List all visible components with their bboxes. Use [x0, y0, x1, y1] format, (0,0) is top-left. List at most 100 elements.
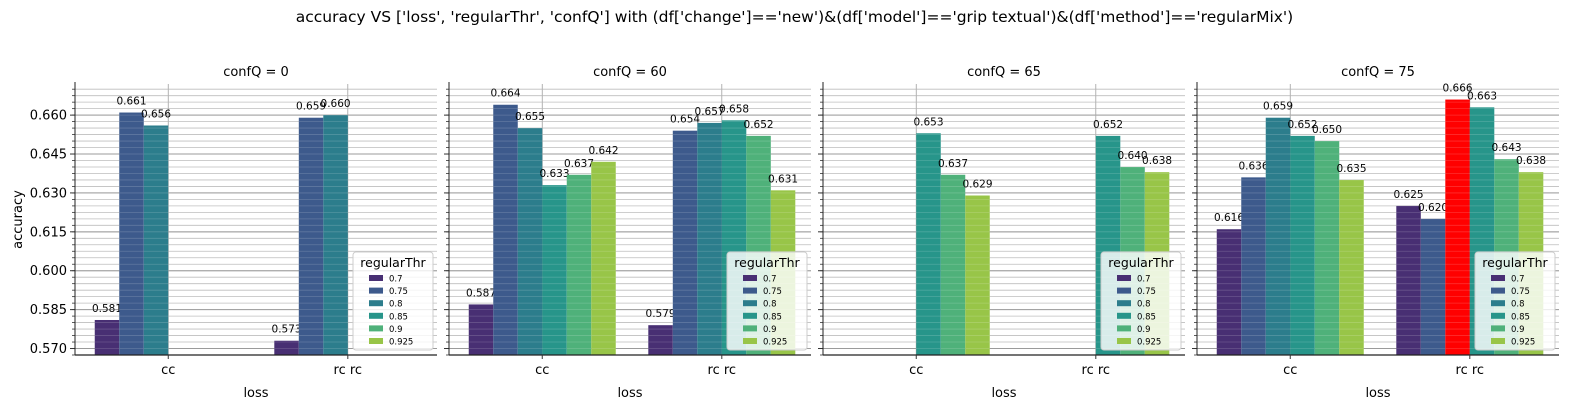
bar [672, 130, 698, 355]
x-tick-label: rc rc [1456, 363, 1485, 378]
legend-swatch [743, 275, 757, 281]
bar [1241, 177, 1266, 355]
x-tick-label: cc [1283, 363, 1297, 378]
legend-swatch [1491, 300, 1505, 307]
legend-label: 0.7 [763, 275, 777, 285]
bar-value-label: 0.661 [116, 96, 146, 108]
bar-value-label: 0.633 [539, 168, 569, 180]
bar [1339, 179, 1364, 355]
legend-swatch [369, 338, 383, 344]
x-axis-label: loss [617, 386, 642, 401]
legend-swatch [1117, 325, 1131, 332]
bar [274, 340, 299, 355]
y-tick-label: 0.630 [30, 186, 67, 201]
bar-value-label: 0.581 [92, 303, 122, 315]
bar [94, 319, 120, 355]
y-tick-label: 0.600 [30, 264, 67, 279]
legend-label: 0.8 [389, 300, 403, 310]
bar-value-label: 0.579 [646, 308, 676, 320]
bar-value-label: 0.654 [670, 114, 700, 126]
bar [940, 174, 966, 355]
legend-swatch [369, 300, 383, 307]
legend-swatch [1117, 275, 1131, 281]
legend-swatch [1117, 312, 1131, 319]
legend-label: 0.9 [389, 325, 403, 335]
x-tick-label: rc rc [334, 363, 363, 378]
bar [542, 185, 567, 355]
x-axis-label: loss [991, 386, 1016, 401]
legend-label: 0.75 [763, 287, 782, 297]
bar [119, 112, 144, 356]
bar-value-label: 0.650 [1312, 124, 1342, 136]
bar-value-label: 0.643 [1492, 142, 1522, 154]
legend-swatch [1117, 300, 1131, 307]
y-axis-label: accuracy [11, 190, 26, 249]
x-axis-label: loss [1365, 386, 1390, 401]
bar-value-label: 0.629 [962, 179, 992, 191]
legend-swatch [369, 312, 383, 319]
panel-title: confQ = 75 [1341, 65, 1415, 80]
panel-0: confQ = 0 0.570 0.585 0.600 0.615 0.630 0.645 0… [30, 65, 437, 401]
bar-value-label: 0.652 [744, 119, 774, 131]
legend-swatch [1117, 287, 1131, 294]
legend-label: 0.925 [763, 338, 787, 348]
legend-label: 0.7 [1137, 275, 1151, 285]
y-tick-label: 0.660 [30, 109, 67, 124]
bar-value-label: 0.657 [695, 106, 725, 118]
x-tick-label: rc rc [708, 363, 737, 378]
legend-swatch [743, 312, 757, 319]
bar [1420, 218, 1446, 355]
legend-title: regularThr [734, 255, 800, 270]
bar-value-label: 0.658 [719, 103, 749, 115]
y-tick-label: 0.570 [30, 342, 67, 357]
legend-label: 0.7 [389, 275, 403, 285]
bar-value-label: 0.652 [1093, 119, 1123, 131]
bar-value-label: 0.642 [588, 145, 618, 157]
bar [916, 133, 941, 355]
bar-value-label: 0.659 [296, 101, 326, 113]
legend-label: 0.9 [1511, 325, 1525, 335]
legend-title: regularThr [1482, 255, 1548, 270]
bar [468, 304, 494, 355]
legend-label: 0.75 [1511, 287, 1530, 297]
panel-3: confQ = 75 0.616 0.625 0.636 0.620 0.659 0.666… [1192, 65, 1559, 401]
legend-swatch [1117, 338, 1131, 344]
bar-value-label: 0.637 [938, 158, 968, 170]
legend-swatch [1491, 338, 1505, 344]
panel-2: confQ = 65 0.653 0.652 0.637 0.640 0.629 0.638… [818, 65, 1185, 401]
legend-label: 0.85 [763, 312, 782, 322]
bar [648, 325, 673, 355]
bar [1265, 117, 1291, 355]
bar-value-label: 0.663 [1467, 90, 1497, 102]
panel-1: confQ = 60 0.587 0.579 0.664 0.654 0.655 0.657… [444, 65, 811, 401]
x-axis-label: loss [243, 386, 268, 401]
bar [566, 174, 592, 355]
bar-value-label: 0.625 [1394, 189, 1424, 201]
y-tick-label: 0.645 [30, 148, 67, 163]
legend-label: 0.9 [1137, 325, 1151, 335]
bar-value-label: 0.655 [515, 111, 545, 123]
legend-label: 0.75 [389, 287, 408, 297]
panel-title: confQ = 65 [967, 65, 1041, 80]
bar [323, 115, 348, 355]
chart-suptitle: accuracy VS ['loss', 'regularThr', 'conf… [295, 8, 1294, 26]
bar-value-label: 0.656 [141, 108, 171, 120]
bar-value-label: 0.631 [768, 173, 798, 185]
bar [493, 104, 518, 355]
legend-label: 0.7 [1511, 275, 1525, 285]
legend-label: 0.925 [389, 338, 413, 348]
bar [1445, 99, 1470, 355]
bar-value-label: 0.637 [564, 158, 594, 170]
legend-title: regularThr [360, 255, 426, 270]
legend-swatch [1491, 325, 1505, 332]
panel-title: confQ = 0 [223, 65, 289, 80]
legend-label: 0.8 [1511, 300, 1525, 310]
legend-swatch [1491, 275, 1505, 281]
bar-value-label: 0.640 [1118, 150, 1148, 162]
legend-swatch [743, 325, 757, 332]
legend-swatch [369, 325, 383, 332]
legend-label: 0.8 [1137, 300, 1151, 310]
bar-value-label: 0.666 [1443, 83, 1473, 95]
legend-label: 0.85 [1511, 312, 1530, 322]
